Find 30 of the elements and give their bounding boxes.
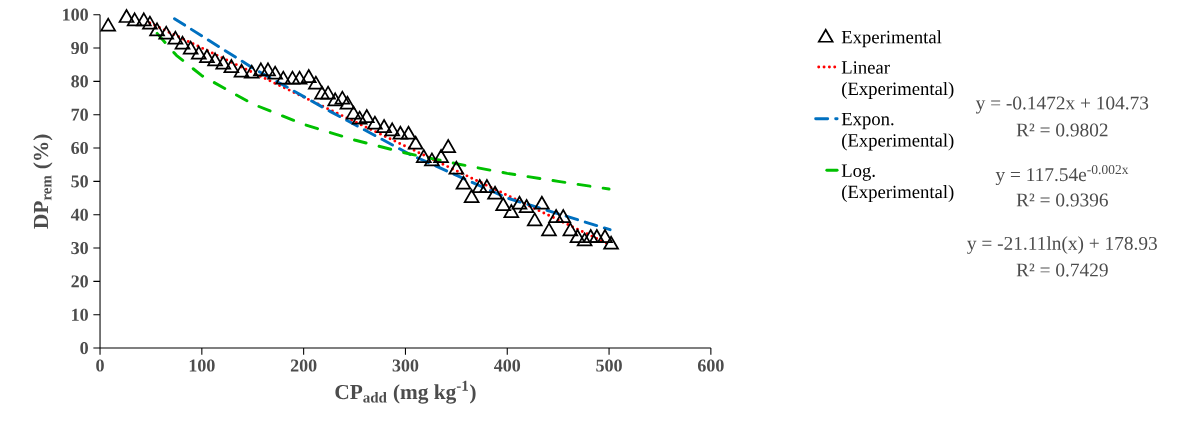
legend-label: Expon. (Experimental) (841, 112, 954, 151)
text: y = 117.54e$^{-0.002x}$ (995, 164, 1129, 186)
y-tick-label: 50 (71, 175, 88, 188)
y-tick-label: 10 (72, 308, 88, 321)
x-tick-label: 500 (596, 359, 622, 372)
y-tick-label: 60 (71, 141, 88, 155)
x-axis-title: CP$_{add}$ (mg kg$^{-1}$) (335, 380, 476, 404)
text: R² = 0.9802 (1016, 123, 1108, 137)
x-tick-label: 300 (392, 359, 419, 372)
y-tick-label: 70 (71, 108, 88, 121)
x-tick-label: 0 (96, 359, 104, 372)
y-tick-label: 0 (80, 341, 88, 355)
x-tick-label: 400 (494, 359, 521, 372)
x-tick-label: 200 (290, 359, 317, 372)
legend-label: Experimental (841, 30, 942, 48)
y-tick-label: 40 (70, 208, 88, 221)
text: y = -21.11ln(x) + 178.93 (967, 236, 1157, 254)
x-tick-label: 600 (697, 359, 724, 372)
y-tick-label: 20 (71, 275, 88, 288)
y-tick-label: 100 (63, 8, 88, 21)
y-tick-label: 30 (71, 241, 88, 255)
y-tick-label: 80 (71, 75, 88, 88)
text: y = -0.1472x + 104.73 (975, 96, 1149, 114)
y-axis-title: DP$_{rem}$ (%) (33, 134, 53, 229)
text: R² = 0.9396 (1016, 193, 1108, 207)
text: R² = 0.7429 (1016, 263, 1108, 277)
x-tick-label: 100 (189, 359, 215, 372)
legend-label: Linear (Experimental) (841, 61, 954, 99)
legend-label: Log. (Experimental) (841, 164, 954, 202)
y-tick-label: 90 (71, 41, 88, 55)
